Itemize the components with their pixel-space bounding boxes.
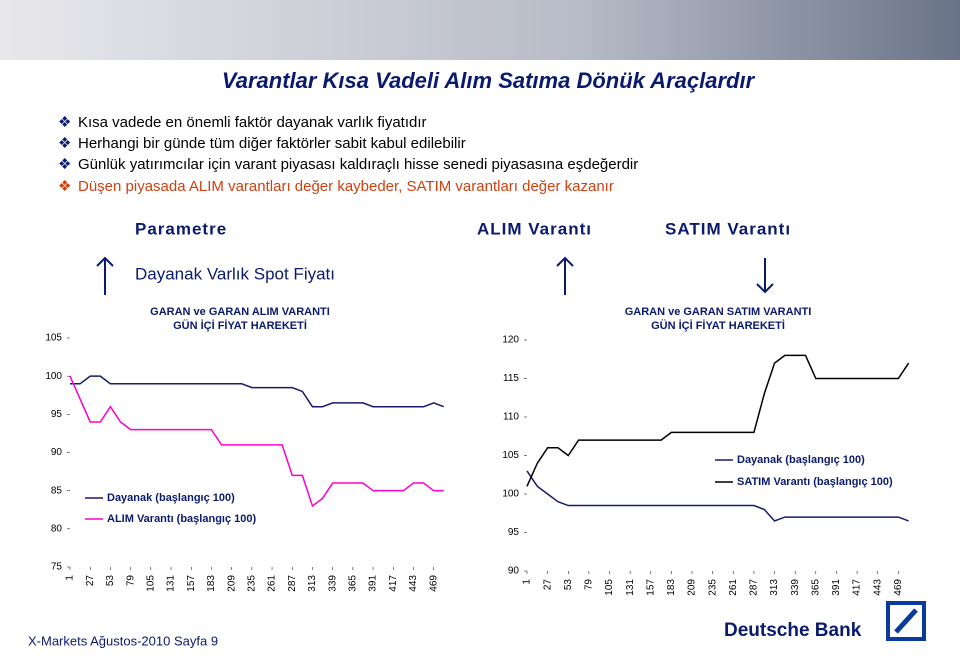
x-tick-label: 391 (368, 575, 379, 592)
x-tick-label: 157 (186, 575, 197, 592)
y-tick-label: 100 (45, 371, 62, 382)
header-cell: Parametre (135, 219, 227, 238)
x-tick-label: 235 (707, 579, 718, 596)
x-tick-label: 365 (810, 579, 821, 596)
bullet: Düşen piyasada ALIM varantları değer kay… (78, 178, 614, 195)
x-tick-label: 313 (307, 575, 318, 592)
x-tick-label: 469 (428, 575, 439, 592)
chart-subtitle: GÜN İÇİ FİYAT HAREKETİ (651, 319, 785, 332)
y-tick-label: 85 (51, 485, 63, 496)
x-tick-label: 365 (348, 575, 359, 592)
x-tick-label: 417 (388, 575, 399, 592)
x-tick-label: 53 (105, 575, 116, 587)
y-tick-label: 95 (51, 409, 63, 420)
x-tick-label: 27 (85, 575, 96, 587)
x-tick-label: 443 (872, 579, 883, 596)
arrow-down (756, 258, 774, 294)
legend-label: ALIM Varantı (başlangıç 100) (107, 513, 256, 525)
series-line (70, 375, 445, 408)
x-tick-label: 183 (206, 575, 217, 592)
bullet: Kısa vadede en önemli faktör dayanak var… (78, 114, 427, 131)
bullet: Günlük yatırımcılar için varant piyasası… (78, 156, 638, 173)
arrows (96, 256, 774, 295)
arrow-up (556, 256, 574, 295)
x-tick-label: 209 (226, 575, 237, 592)
x-tick-label: 261 (267, 575, 278, 592)
banner (0, 0, 960, 60)
series-line (69, 375, 444, 508)
logo-text: Deutsche Bank (724, 620, 862, 641)
bullet-icon: ❖ (58, 156, 71, 173)
x-tick-label: 157 (645, 579, 656, 596)
chart-subtitle: GÜN İÇİ FİYAT HAREKETİ (173, 319, 307, 332)
header-cell: ALIM Varantı (477, 219, 592, 238)
x-tick-label: 131 (625, 579, 636, 596)
x-tick-label: 469 (893, 579, 904, 596)
row-label: Dayanak Varlık Spot Fiyatı (135, 264, 335, 283)
header-cell: SATIM Varantı (665, 219, 791, 238)
legend-label: Dayanak (başlangıç 100) (737, 454, 865, 466)
y-tick-label: 120 (502, 335, 519, 346)
x-tick-label: 287 (749, 579, 760, 596)
x-tick-label: 261 (728, 579, 739, 596)
y-tick-label: 80 (51, 523, 63, 534)
y-tick-label: 115 (503, 373, 519, 384)
logo (886, 601, 926, 641)
x-tick-label: 417 (852, 579, 863, 596)
series-line (526, 354, 910, 487)
arrow-up (96, 256, 114, 295)
x-tick-label: 209 (687, 579, 698, 596)
x-tick-label: 1 (65, 575, 76, 581)
bullet: Herhangi bir günde tüm diğer faktörler s… (78, 135, 466, 152)
x-tick-label: 27 (542, 579, 553, 591)
y-tick-label: 90 (508, 566, 520, 577)
x-tick-label: 105 (604, 579, 615, 596)
bullet-icon: ❖ (58, 178, 71, 195)
x-tick-label: 1 (522, 579, 533, 585)
x-tick-label: 53 (563, 579, 574, 591)
x-tick-label: 287 (287, 575, 298, 592)
y-tick-label: 105 (502, 450, 519, 461)
x-tick-label: 183 (666, 579, 677, 596)
y-tick-label: 95 (508, 527, 520, 538)
y-tick-label: 75 (51, 562, 63, 573)
bullet-icon: ❖ (58, 114, 71, 131)
chart-title: GARAN ve GARAN SATIM VARANTI (625, 306, 812, 318)
footer: X-Markets Ağustos-2010 Sayfa 9 (28, 633, 218, 648)
x-tick-label: 79 (125, 575, 136, 587)
x-tick-label: 391 (831, 579, 842, 596)
y-tick-label: 100 (502, 489, 519, 500)
x-tick-label: 339 (790, 579, 801, 596)
x-tick-label: 235 (246, 575, 257, 592)
x-tick-label: 131 (166, 575, 177, 592)
x-tick-label: 443 (408, 575, 419, 592)
legend-label: Dayanak (başlangıç 100) (107, 492, 235, 504)
legend-label: SATIM Varantı (başlangıç 100) (737, 476, 893, 488)
y-tick-label: 110 (503, 412, 519, 423)
series-line (526, 470, 909, 522)
x-tick-label: 79 (584, 579, 595, 591)
x-tick-label: 313 (769, 579, 780, 596)
bullets: ❖ Kısa vadede en önemli faktör dayanak v… (58, 114, 638, 195)
slide-title: Varantlar Kısa Vadeli Alım Satıma Dönük … (222, 68, 756, 93)
y-tick-label: 105 (45, 333, 62, 344)
x-tick-label: 339 (327, 575, 338, 592)
bullet-icon: ❖ (58, 135, 71, 152)
y-tick-label: 90 (51, 447, 63, 458)
x-tick-label: 105 (145, 575, 156, 592)
chart-title: GARAN ve GARAN ALIM VARANTI (150, 306, 330, 318)
